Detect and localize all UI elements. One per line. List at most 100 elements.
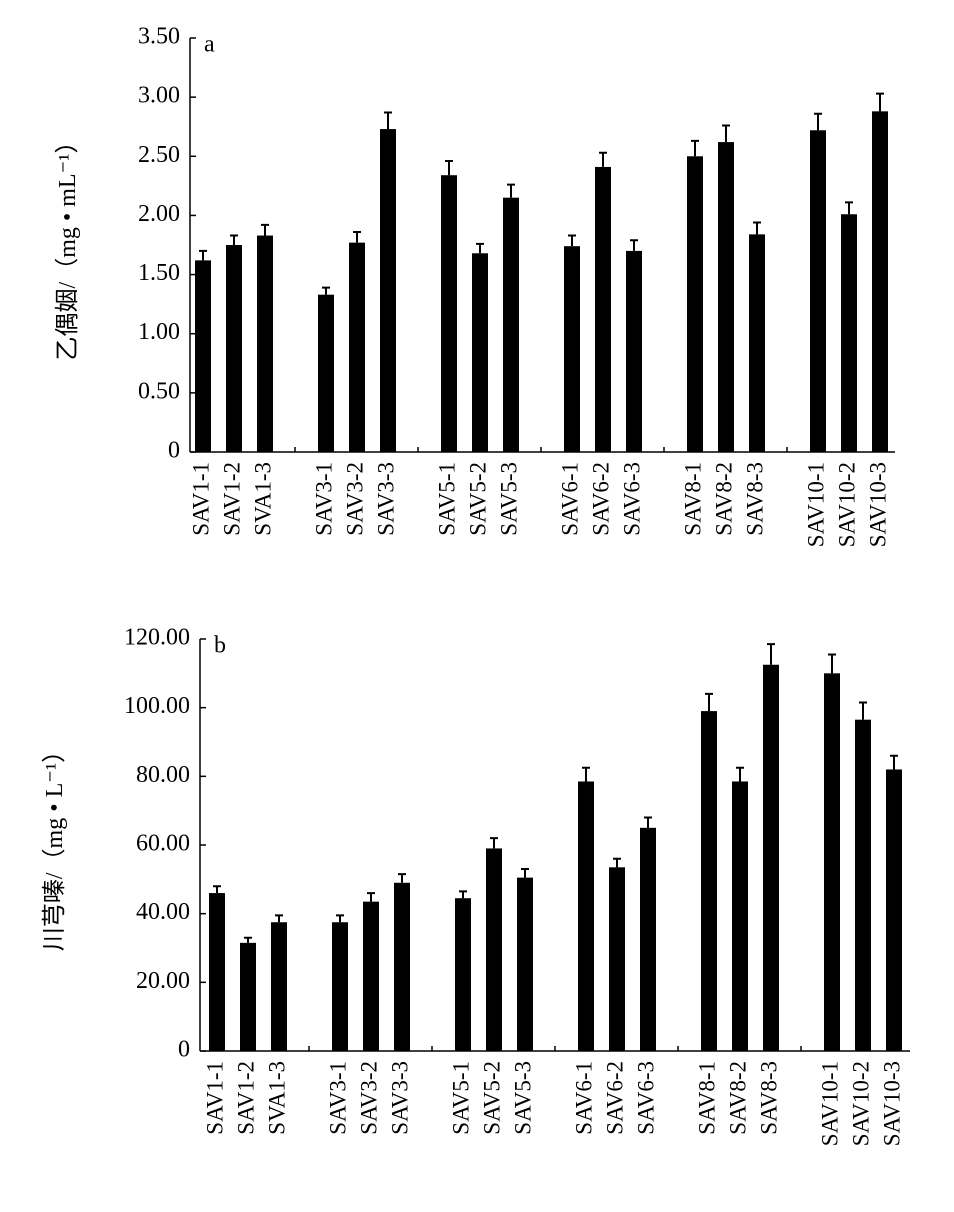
bar bbox=[595, 166, 611, 452]
bar bbox=[841, 214, 857, 452]
x-tick-label: SAV5-1 bbox=[448, 1061, 473, 1135]
bar bbox=[609, 867, 625, 1051]
bar bbox=[226, 245, 242, 452]
error-bar bbox=[507, 183, 515, 198]
x-tick-label: SAV6-3 bbox=[633, 1061, 658, 1135]
y-tick-label: 1.00 bbox=[138, 319, 180, 345]
x-tick-label: SAV3-3 bbox=[373, 462, 398, 536]
bar bbox=[640, 827, 656, 1051]
bar bbox=[486, 848, 502, 1051]
error-bar bbox=[828, 653, 836, 674]
x-tick-label: SAV6-2 bbox=[588, 462, 613, 536]
bar bbox=[441, 175, 457, 452]
bar bbox=[394, 882, 410, 1051]
bar bbox=[872, 111, 888, 452]
bar bbox=[455, 898, 471, 1051]
error-bar bbox=[322, 286, 330, 295]
error-bar bbox=[476, 242, 484, 254]
x-tick-label: SAV5-3 bbox=[496, 462, 521, 536]
x-tick-label: SAV8-3 bbox=[742, 462, 767, 536]
error-bar bbox=[722, 124, 730, 143]
y-tick-label: 100.00 bbox=[124, 693, 190, 719]
x-tick-label: SAV5-1 bbox=[434, 462, 459, 536]
bar bbox=[271, 922, 287, 1051]
error-bar bbox=[398, 873, 406, 883]
error-bar bbox=[767, 643, 775, 665]
error-bar bbox=[859, 701, 867, 720]
error-bar bbox=[336, 914, 344, 923]
panel-label: b bbox=[214, 633, 226, 659]
bar bbox=[855, 719, 871, 1051]
y-tick-label: 40.00 bbox=[136, 899, 190, 925]
x-tick-label: SAV6-3 bbox=[619, 462, 644, 536]
error-bar bbox=[613, 857, 621, 868]
x-tick-label: SAV1-2 bbox=[233, 1061, 258, 1135]
x-tick-label: SVA1-3 bbox=[264, 1061, 289, 1135]
x-tick-label: SAV1-2 bbox=[219, 462, 244, 536]
bar bbox=[564, 246, 580, 452]
y-tick-label: 3.50 bbox=[138, 24, 180, 50]
error-bar bbox=[876, 92, 884, 112]
error-bar bbox=[199, 249, 207, 261]
bar bbox=[718, 142, 734, 452]
x-tick-label: SAV1-1 bbox=[202, 1061, 227, 1135]
bar bbox=[732, 781, 748, 1051]
error-bar bbox=[367, 892, 375, 902]
bar bbox=[349, 242, 365, 452]
bar bbox=[257, 235, 273, 452]
error-bar bbox=[459, 890, 467, 899]
x-tick-label: SAV5-2 bbox=[479, 1061, 504, 1135]
error-bar bbox=[753, 221, 761, 235]
x-tick-label: SAV8-3 bbox=[756, 1061, 781, 1135]
y-tick-label: 1.50 bbox=[138, 260, 180, 286]
error-bar bbox=[230, 234, 238, 245]
error-bar bbox=[890, 754, 898, 770]
y-tick-label: 0 bbox=[168, 438, 180, 464]
error-bar bbox=[705, 692, 713, 712]
x-tick-label: SAV3-2 bbox=[356, 1061, 381, 1135]
error-bar bbox=[384, 111, 392, 130]
bar bbox=[701, 711, 717, 1051]
x-tick-label: SAV8-1 bbox=[694, 1061, 719, 1135]
y-tick-label: 0 bbox=[178, 1037, 190, 1063]
x-tick-label: SAV3-1 bbox=[325, 1061, 350, 1135]
y-tick-label: 0.50 bbox=[138, 378, 180, 404]
error-bar bbox=[490, 837, 498, 849]
x-tick-label: SAV10-3 bbox=[879, 1061, 904, 1146]
bar bbox=[626, 250, 642, 452]
y-tick-label: 2.00 bbox=[138, 201, 180, 227]
bar bbox=[380, 129, 396, 452]
x-tick-label: SAV5-3 bbox=[510, 1061, 535, 1135]
x-tick-label: SAV5-2 bbox=[465, 462, 490, 536]
y-axis-label: 川芎嗪/（mg • L⁻¹） bbox=[41, 739, 68, 951]
y-tick-label: 80.00 bbox=[136, 762, 190, 788]
error-bar bbox=[568, 234, 576, 247]
x-tick-label: SAV3-3 bbox=[387, 1061, 412, 1135]
error-bar bbox=[445, 160, 453, 176]
error-bar bbox=[691, 139, 699, 157]
error-bar bbox=[599, 151, 607, 167]
y-tick-label: 60.00 bbox=[136, 831, 190, 857]
error-bar bbox=[353, 230, 361, 243]
x-tick-label: SAV6-2 bbox=[602, 1061, 627, 1135]
x-tick-label: SAV3-1 bbox=[311, 462, 336, 536]
error-bar bbox=[630, 239, 638, 251]
y-tick-label: 120.00 bbox=[124, 625, 190, 651]
error-bar bbox=[845, 201, 853, 215]
x-tick-label: SAV6-1 bbox=[571, 1061, 596, 1135]
bar bbox=[318, 294, 334, 452]
error-bar bbox=[521, 868, 529, 878]
bar bbox=[886, 769, 902, 1051]
x-tick-label: SAV1-1 bbox=[188, 462, 213, 536]
bar bbox=[472, 253, 488, 452]
bar bbox=[824, 673, 840, 1051]
x-tick-label: SAV10-3 bbox=[865, 462, 890, 547]
x-tick-label: SAV10-1 bbox=[803, 462, 828, 547]
y-axis-label: 乙偶姻/（mg • mL⁻¹） bbox=[54, 130, 81, 361]
bar bbox=[810, 130, 826, 452]
bar bbox=[209, 893, 225, 1051]
error-bar bbox=[644, 816, 652, 828]
y-tick-label: 2.50 bbox=[138, 142, 180, 168]
x-tick-label: SAV10-1 bbox=[817, 1061, 842, 1146]
